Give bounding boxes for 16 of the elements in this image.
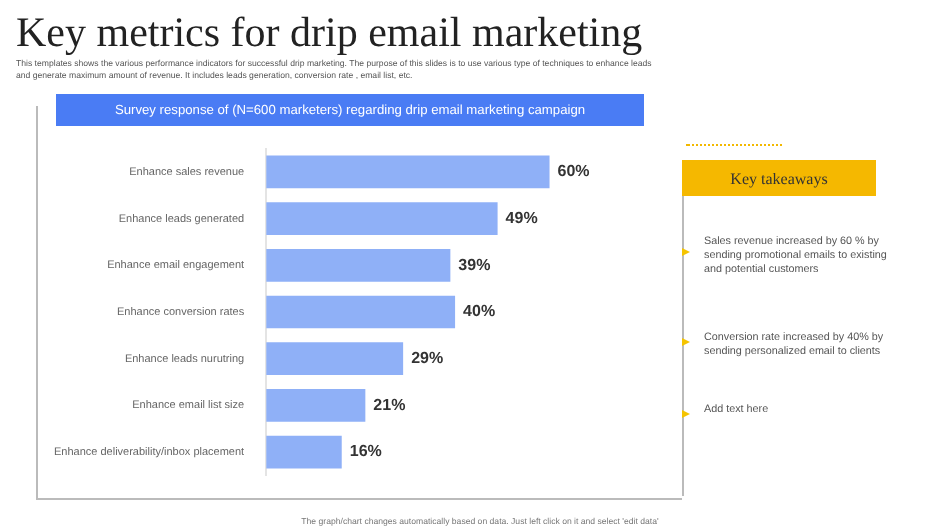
bar bbox=[266, 342, 404, 376]
data-label: 60% bbox=[557, 162, 590, 181]
bar bbox=[266, 389, 366, 422]
data-label: 49% bbox=[505, 209, 538, 228]
text: Key takeaways bbox=[682, 160, 876, 196]
data-label: 40% bbox=[463, 302, 496, 321]
data-label: 39% bbox=[458, 255, 491, 274]
bar bbox=[266, 202, 498, 235]
bar bbox=[266, 435, 342, 469]
bar bbox=[266, 155, 550, 189]
chart-title: Key metrics for drip email marketing bbox=[16, 8, 643, 58]
data-label: 21% bbox=[373, 395, 406, 414]
data-label: 29% bbox=[411, 349, 444, 368]
bar bbox=[266, 248, 451, 282]
bar bbox=[266, 295, 456, 329]
data-label: 16% bbox=[349, 442, 382, 461]
